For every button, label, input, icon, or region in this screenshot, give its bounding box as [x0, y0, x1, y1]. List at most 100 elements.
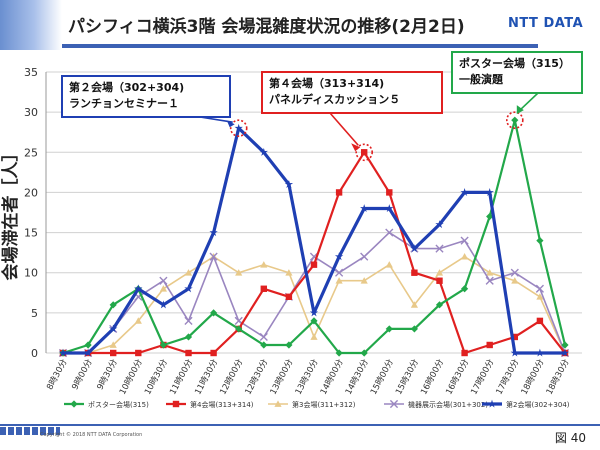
data-point: [536, 237, 544, 245]
data-point: [259, 147, 268, 156]
data-point: [184, 333, 193, 341]
data-point: [109, 324, 118, 333]
x-tick-label: 16時00分: [419, 357, 446, 396]
company-logo: NTT DATA: [508, 16, 584, 31]
data-point: [110, 349, 117, 357]
data-point: [310, 333, 318, 340]
data-point: [510, 348, 519, 357]
data-point: [460, 236, 469, 245]
legend-label: ポスター会場(315): [88, 400, 149, 409]
legend-label: 機器展示会場(301+302): [408, 400, 488, 409]
data-point: [511, 333, 518, 341]
y-tick-label: 30: [24, 106, 38, 119]
data-point: [535, 348, 545, 357]
data-point: [385, 261, 393, 268]
data-point: [461, 349, 468, 357]
x-tick-label: 13時00分: [269, 357, 296, 396]
callout-line-1: ポスター会場（315）: [459, 56, 570, 70]
data-point: [184, 269, 193, 276]
data-point: [109, 301, 117, 309]
callout-box: [61, 75, 231, 118]
x-tick-label: 9時00分: [70, 357, 95, 391]
callout-box: [261, 71, 443, 114]
callout-line-1: 第２会場（302+304): [69, 80, 184, 94]
data-point: [560, 348, 570, 357]
data-point: [536, 317, 544, 325]
data-point: [260, 341, 268, 349]
data-point: [134, 317, 142, 324]
callout-poster: ポスター会場（315） 一般演題: [451, 51, 583, 115]
data-point: [274, 400, 282, 407]
slide-title: パシフィコ横浜3階 会場混雑度状況の推移(2月2日): [68, 17, 465, 37]
data-point: [511, 116, 519, 124]
data-point: [184, 316, 193, 325]
data-point: [436, 277, 443, 284]
data-point: [410, 244, 419, 253]
data-point: [209, 228, 218, 237]
legend-item: ポスター会場(315): [64, 400, 149, 409]
callout-arrow: [329, 112, 359, 146]
data-point: [535, 284, 544, 293]
series-2: [59, 253, 569, 356]
data-point: [536, 293, 544, 300]
data-point: [335, 268, 344, 277]
data-point: [410, 325, 418, 333]
copyright-text: Copyright © 2018 NTT DATA Corporation: [40, 432, 143, 438]
data-point: [511, 277, 519, 284]
data-point: [360, 277, 368, 284]
y-tick-label: 0: [31, 347, 38, 360]
data-point: [260, 261, 268, 268]
data-point: [310, 317, 318, 325]
header-decoration: [0, 0, 62, 50]
data-point: [70, 400, 78, 408]
callout-room4: 第４会場（313+314) パネルディスカッション５: [261, 71, 443, 152]
data-point: [134, 284, 143, 293]
data-point: [285, 341, 293, 349]
data-point: [259, 332, 268, 342]
data-point: [58, 348, 68, 357]
x-tick-label: 15時00分: [369, 357, 396, 396]
callout-box: [451, 51, 583, 94]
callout-line-2: 一般演題: [459, 72, 504, 86]
data-point: [510, 268, 519, 277]
header-strip: [0, 0, 600, 50]
data-point: [209, 252, 218, 261]
legend-item: 第4会場(313+314): [166, 400, 254, 409]
data-point: [159, 300, 168, 309]
data-point: [109, 341, 117, 348]
data-point: [309, 308, 319, 317]
data-point: [461, 285, 469, 293]
x-tick-label: 18時30分: [545, 357, 572, 396]
data-point: [360, 252, 369, 261]
x-tick-label: 18時00分: [520, 357, 547, 396]
data-point: [385, 325, 393, 333]
x-tick-label: 12時00分: [218, 357, 245, 396]
peak-highlight: [229, 119, 248, 137]
data-point: [486, 269, 494, 276]
data-point: [210, 309, 218, 317]
arrow-head: [351, 143, 361, 152]
footer-decoration: [0, 427, 60, 435]
data-point: [172, 400, 180, 408]
legend-label: 第3会場(311+312): [292, 400, 356, 409]
data-point: [385, 204, 394, 213]
y-axis-label: 会場滞在者［人］: [0, 145, 21, 281]
data-point: [561, 341, 569, 349]
x-tick-label: 10時30分: [143, 357, 170, 396]
data-point: [285, 269, 293, 276]
data-point: [360, 204, 369, 213]
data-point: [435, 244, 444, 253]
peak-highlight: [505, 111, 524, 129]
data-point: [235, 325, 243, 333]
legend-item: 第3会場(311+312): [268, 400, 356, 409]
data-point: [385, 228, 394, 237]
data-point: [159, 276, 168, 285]
x-tick-label: 8時30分: [45, 357, 70, 391]
data-point: [485, 276, 494, 285]
data-point: [185, 349, 192, 357]
callout-line-1: 第４会場（313+314): [269, 76, 384, 90]
x-tick-label: 14時00分: [319, 357, 346, 396]
y-tick-label: 5: [31, 307, 38, 320]
callout-arrow: [518, 92, 539, 112]
